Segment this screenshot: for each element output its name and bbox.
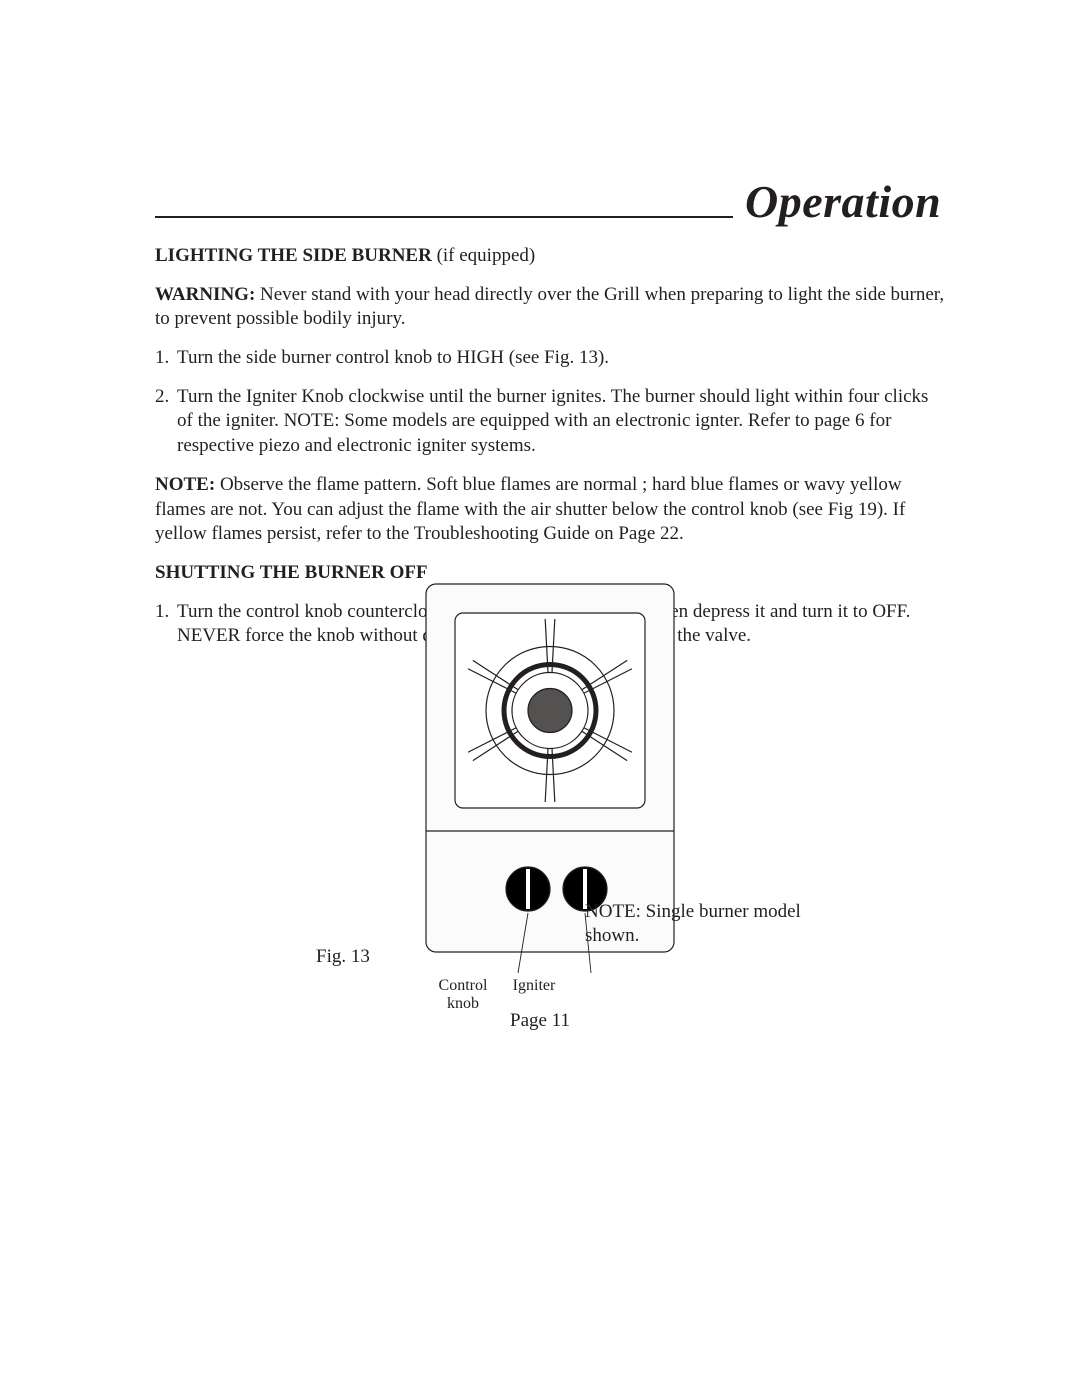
step-text: Turn the side burner control knob to HIG… xyxy=(177,347,609,368)
note-label: NOTE: xyxy=(155,474,215,495)
warning-text: Never stand with your head directly over… xyxy=(155,284,944,330)
figure-caption: Fig. 13 xyxy=(316,946,370,968)
step-number: 2. xyxy=(155,385,177,410)
page-title: Operation xyxy=(745,175,941,228)
section2-heading: SHUTTING THE BURNER OFF xyxy=(155,561,945,586)
section1-heading: LIGHTING THE SIDE BURNER (if equipped) xyxy=(155,244,945,269)
section1-heading-strong: LIGHTING THE SIDE BURNER xyxy=(155,245,432,266)
section1-step1: 1. Turn the side burner control knob to … xyxy=(155,346,945,371)
section1-heading-rest: (if equipped) xyxy=(432,245,535,266)
control-knob-label: Controlknob xyxy=(428,977,498,1012)
note-paragraph: NOTE: Observe the flame pattern. Soft bl… xyxy=(155,473,945,547)
warning-label: WARNING: xyxy=(155,284,255,305)
note-text: Observe the flame pattern. Soft blue fla… xyxy=(155,474,905,544)
header-rule xyxy=(155,216,733,218)
step-number: 1. xyxy=(155,346,177,371)
warning-paragraph: WARNING: Never stand with your head dire… xyxy=(155,283,945,332)
page: Operation LIGHTING THE SIDE BURNER (if e… xyxy=(0,0,1080,1397)
section1-step2: 2. Turn the Igniter Knob clockwise until… xyxy=(155,385,945,459)
burner-diagram xyxy=(425,583,675,953)
igniter-knob-label: Igniter xyxy=(504,977,564,995)
page-number: Page 11 xyxy=(0,1010,1080,1032)
step-text: Turn the Igniter Knob clockwise until th… xyxy=(177,386,928,456)
section2-heading-strong: SHUTTING THE BURNER OFF xyxy=(155,562,428,583)
figure-note: NOTE: Single burner model shown. xyxy=(585,900,805,948)
